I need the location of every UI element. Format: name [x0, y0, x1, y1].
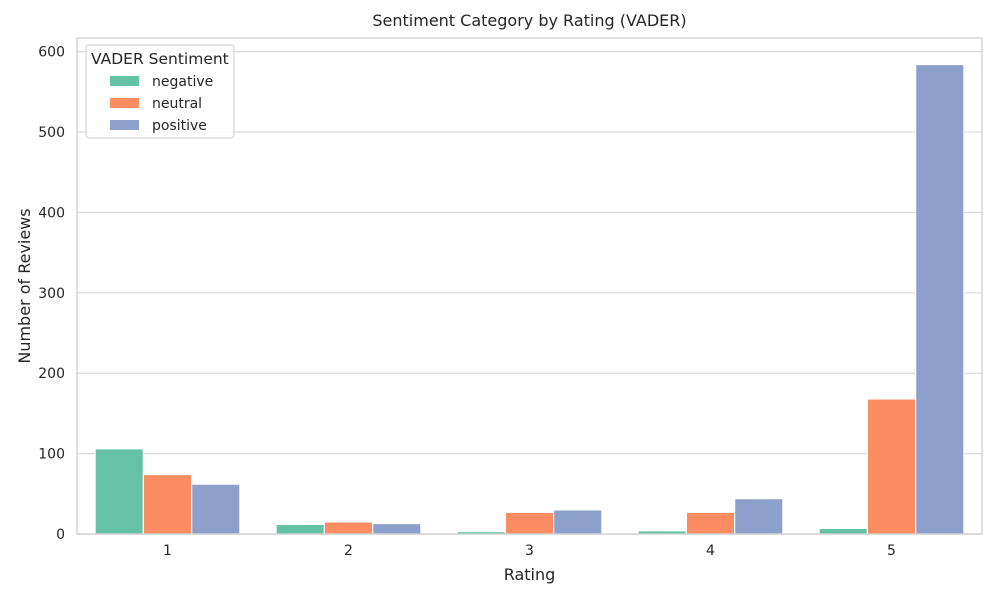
legend-label-negative: negative — [152, 74, 213, 90]
legend-label-neutral: neutral — [152, 96, 202, 112]
bars — [94, 63, 965, 535]
y-tick-label: 0 — [56, 527, 65, 543]
plot-frame — [76, 37, 983, 535]
y-axis-label: Number of Reviews — [15, 208, 34, 363]
bar-positive-rating-1 — [191, 483, 241, 535]
x-tick-label: 2 — [344, 543, 353, 559]
legend-swatch-neutral — [110, 98, 139, 108]
bar-negative-rating-1 — [94, 448, 144, 535]
bar-positive-rating-4 — [734, 498, 784, 535]
x-axis-label: Rating — [504, 565, 556, 584]
bar-neutral-rating-3 — [504, 511, 555, 535]
bar-negative-rating-2 — [275, 523, 325, 535]
y-tick-label: 300 — [38, 286, 65, 302]
x-tick-label: 3 — [525, 543, 534, 559]
x-tick-label: 5 — [887, 543, 896, 559]
bar-neutral-rating-2 — [323, 521, 374, 535]
bar-positive-rating-3 — [553, 509, 603, 535]
y-tick-label: 200 — [38, 366, 65, 382]
legend: VADER Sentiment negative neutral positive — [85, 44, 235, 139]
y-tick-label: 500 — [38, 125, 65, 141]
legend-items: negative neutral positive — [110, 74, 213, 134]
y-tick-label: 600 — [38, 45, 65, 61]
legend-box — [85, 44, 235, 139]
legend-swatch-negative — [110, 76, 139, 86]
bar-positive-rating-5 — [915, 63, 965, 535]
legend-title: VADER Sentiment — [91, 50, 229, 68]
y-tick-label: 400 — [38, 205, 65, 221]
bar-negative-rating-5 — [818, 527, 868, 535]
bar-neutral-rating-5 — [866, 398, 917, 535]
legend-label-positive: positive — [152, 118, 207, 134]
x-tick-labels: 1 2 3 4 5 — [163, 543, 896, 559]
x-tick-label: 4 — [706, 543, 715, 559]
x-tick-label: 1 — [163, 543, 172, 559]
y-tick-labels: 0 100 200 300 400 500 600 — [38, 45, 65, 543]
bar-neutral-rating-4 — [685, 511, 736, 535]
y-tick-label: 100 — [38, 447, 65, 463]
chart-title: Sentiment Category by Rating (VADER) — [372, 11, 686, 30]
bar-neutral-rating-1 — [142, 473, 193, 535]
bar-positive-rating-2 — [372, 522, 422, 535]
legend-swatch-positive — [110, 120, 139, 130]
